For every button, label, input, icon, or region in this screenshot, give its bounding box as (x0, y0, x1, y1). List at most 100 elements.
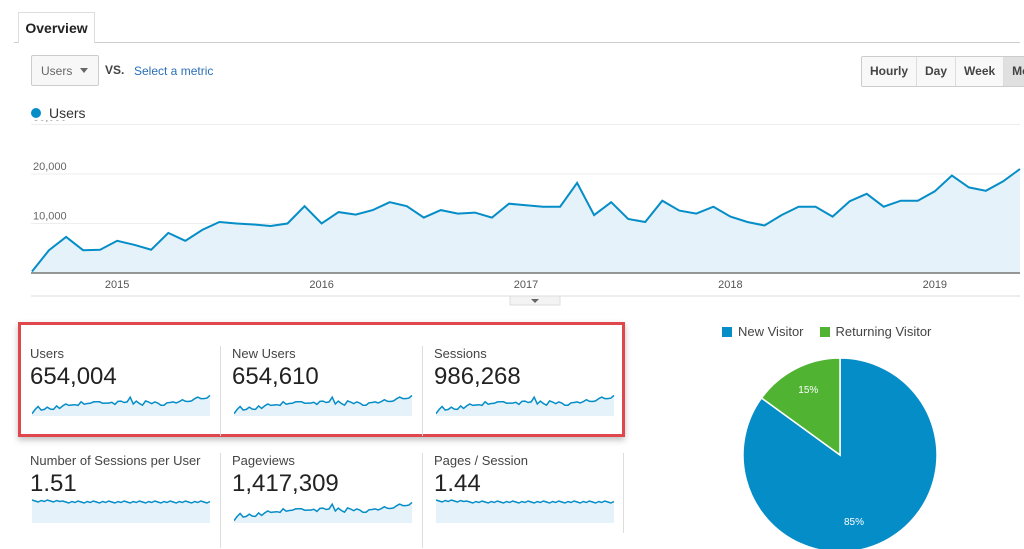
data-point[interactable] (711, 204, 716, 209)
data-point[interactable] (813, 204, 818, 209)
x-tick-label: 2018 (718, 279, 742, 291)
data-point[interactable] (779, 213, 784, 218)
data-point[interactable] (489, 215, 494, 220)
pie-slice-returning-visitor[interactable] (760, 357, 841, 457)
scorecard-label: Pageviews (232, 453, 295, 468)
data-point[interactable] (898, 198, 903, 203)
pie-slice-label: 15% (798, 385, 818, 396)
pie-legend: New Visitor Returning Visitor (722, 324, 931, 339)
data-point[interactable] (830, 214, 835, 219)
x-tick-label: 2015 (105, 279, 129, 291)
data-point[interactable] (64, 234, 69, 239)
users-series-line (31, 168, 1021, 273)
metric-dropdown[interactable]: Users (31, 55, 99, 86)
metric-dropdown-label: Users (41, 64, 73, 78)
scorecard-value: 1,417,309 (232, 470, 339, 497)
sparkline-fill (234, 502, 412, 523)
data-point[interactable] (524, 203, 529, 208)
scorecard-value: 986,268 (434, 363, 521, 390)
hourly-button[interactable]: Hourly (862, 57, 918, 86)
data-point[interactable] (251, 222, 256, 227)
data-point[interactable] (472, 210, 477, 215)
data-point[interactable] (728, 214, 733, 219)
data-point[interactable] (609, 200, 614, 205)
data-point[interactable] (506, 201, 511, 206)
data-point[interactable] (949, 173, 954, 178)
scorecard-pageviews[interactable]: Pageviews 1,417,309 (232, 453, 432, 543)
data-point[interactable] (966, 185, 971, 190)
select-metric-link[interactable]: Select a metric (134, 64, 214, 78)
scorecard-new-users[interactable]: New Users 654,610 (232, 346, 432, 436)
data-point[interactable] (1018, 167, 1023, 172)
data-point[interactable] (438, 208, 443, 213)
data-point[interactable] (302, 204, 307, 209)
data-point[interactable] (285, 221, 290, 226)
users-line-chart: 30,000 20,000 10,000 2015 2016 2017 2018 2019 (31, 120, 1023, 306)
data-point[interactable] (1000, 179, 1005, 184)
data-point[interactable] (353, 212, 358, 217)
x-tick-label: 2019 (923, 279, 947, 291)
data-point[interactable] (745, 220, 750, 225)
data-point[interactable] (98, 247, 103, 252)
sparkline (234, 501, 413, 523)
visitor-pie-chart: 85% 15% (742, 357, 938, 549)
tab-divider (14, 42, 1020, 43)
y-tick-label: 10,000 (33, 211, 67, 223)
data-point[interactable] (643, 220, 648, 225)
day-button[interactable]: Day (917, 57, 957, 86)
tab-overview[interactable]: Overview (18, 12, 95, 43)
scorecard-label: Users (30, 346, 64, 361)
data-point[interactable] (217, 220, 222, 225)
data-point[interactable] (558, 204, 563, 209)
scorecard-value: 1.51 (30, 470, 77, 497)
data-point[interactable] (166, 230, 171, 235)
data-point[interactable] (81, 248, 86, 253)
sparkline (234, 394, 413, 416)
data-point[interactable] (455, 211, 460, 216)
chevron-down-icon (531, 299, 539, 303)
data-point[interactable] (370, 208, 375, 213)
data-point[interactable] (149, 247, 154, 252)
scorecard-users[interactable]: Users 654,004 (30, 346, 230, 436)
month-button[interactable]: Mon (1004, 57, 1024, 86)
x-tick-label: 2017 (514, 279, 538, 291)
card-divider (422, 453, 423, 548)
data-point[interactable] (268, 223, 273, 228)
data-point[interactable] (847, 199, 852, 204)
vs-label: VS. (105, 63, 125, 77)
data-point[interactable] (881, 204, 886, 209)
data-point[interactable] (387, 200, 392, 205)
data-point[interactable] (762, 223, 767, 228)
data-point[interactable] (132, 242, 137, 247)
card-divider (623, 453, 624, 533)
data-point[interactable] (319, 221, 324, 226)
scorecard-sessions[interactable]: Sessions 986,268 (434, 346, 634, 436)
data-point[interactable] (796, 204, 801, 209)
data-point[interactable] (915, 198, 920, 203)
week-button[interactable]: Week (956, 57, 1005, 86)
data-point[interactable] (234, 221, 239, 226)
scorecard-label: Number of Sessions per User (30, 453, 201, 468)
data-point[interactable] (694, 211, 699, 216)
data-point[interactable] (592, 213, 597, 218)
data-point[interactable] (115, 238, 120, 243)
highlight-box (18, 322, 625, 437)
data-point[interactable] (541, 204, 546, 209)
data-point[interactable] (932, 189, 937, 194)
data-point[interactable] (183, 238, 188, 243)
data-point[interactable] (575, 180, 580, 185)
data-point[interactable] (983, 188, 988, 193)
data-point[interactable] (404, 204, 409, 209)
data-point[interactable] (626, 217, 631, 222)
data-point[interactable] (47, 248, 52, 253)
scorecard-number-of-sessions-per-user[interactable]: Number of Sessions per User 1.51 (30, 453, 230, 543)
card-divider (220, 453, 221, 548)
data-point[interactable] (200, 227, 205, 232)
sparkline-fill (32, 500, 210, 523)
data-point[interactable] (864, 191, 869, 196)
data-point[interactable] (421, 215, 426, 220)
data-point[interactable] (660, 198, 665, 203)
data-point[interactable] (336, 210, 341, 215)
scorecard-pages-session[interactable]: Pages / Session 1.44 (434, 453, 634, 543)
data-point[interactable] (677, 208, 682, 213)
